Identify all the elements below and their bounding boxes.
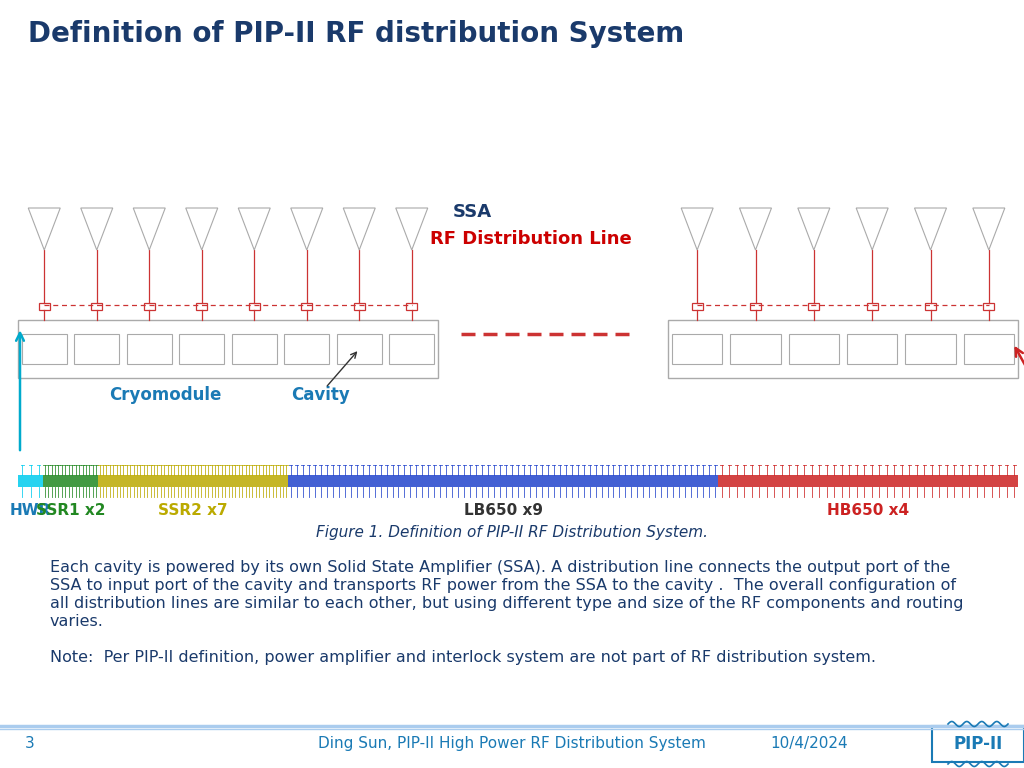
Bar xyxy=(74,334,120,364)
Bar xyxy=(808,303,819,310)
Bar xyxy=(672,334,722,364)
Bar xyxy=(932,726,1024,762)
Bar xyxy=(288,475,718,487)
Bar xyxy=(866,303,878,310)
Bar xyxy=(249,303,260,310)
Text: Cryomodule: Cryomodule xyxy=(109,386,221,404)
Text: Each cavity is powered by its own Solid State Amplifier (SSA). A distribution li: Each cavity is powered by its own Solid … xyxy=(50,560,950,575)
Bar xyxy=(231,334,276,364)
Bar xyxy=(285,334,330,364)
Bar xyxy=(18,475,43,487)
Text: Cavity: Cavity xyxy=(291,386,350,404)
Bar xyxy=(197,303,207,310)
Bar xyxy=(179,334,224,364)
Bar xyxy=(691,303,702,310)
Text: HB650 x4: HB650 x4 xyxy=(827,503,909,518)
Text: varies.: varies. xyxy=(50,614,103,629)
Bar xyxy=(668,320,1018,378)
Text: LB650 x9: LB650 x9 xyxy=(464,503,543,518)
Bar xyxy=(964,334,1014,364)
Bar xyxy=(353,303,365,310)
Bar xyxy=(750,303,761,310)
Bar xyxy=(18,320,438,378)
Text: Note:  Per PIP-II definition, power amplifier and interlock system are not part : Note: Per PIP-II definition, power ampli… xyxy=(50,650,876,665)
Bar xyxy=(905,334,955,364)
Text: Figure 1. Definition of PIP-II RF Distribution System.: Figure 1. Definition of PIP-II RF Distri… xyxy=(316,525,708,540)
Text: SSA: SSA xyxy=(453,203,493,221)
Bar xyxy=(407,303,417,310)
Text: PIP-II: PIP-II xyxy=(953,735,1002,753)
Bar xyxy=(22,334,67,364)
Bar xyxy=(91,303,102,310)
Text: SSA to input port of the cavity and transports RF power from the SSA to the cavi: SSA to input port of the cavity and tran… xyxy=(50,578,956,593)
Bar xyxy=(983,303,994,310)
Bar xyxy=(925,303,936,310)
Text: SSR2 x7: SSR2 x7 xyxy=(158,503,227,518)
Bar xyxy=(98,475,288,487)
Bar xyxy=(43,475,98,487)
Text: Definition of PIP-II RF distribution System: Definition of PIP-II RF distribution Sys… xyxy=(28,20,684,48)
Text: Ding Sun, PIP-II High Power RF Distribution System: Ding Sun, PIP-II High Power RF Distribut… xyxy=(318,736,706,751)
Bar xyxy=(143,303,155,310)
Text: RF Distribution Line: RF Distribution Line xyxy=(430,230,632,248)
Bar xyxy=(788,334,839,364)
Text: 10/4/2024: 10/4/2024 xyxy=(770,736,848,751)
Text: HWR: HWR xyxy=(10,503,51,518)
Text: 3: 3 xyxy=(25,736,35,751)
Bar xyxy=(718,475,1018,487)
Bar xyxy=(127,334,172,364)
Bar xyxy=(389,334,434,364)
Bar xyxy=(301,303,312,310)
Bar xyxy=(847,334,897,364)
Bar xyxy=(730,334,780,364)
Bar xyxy=(39,303,50,310)
Text: SSR1 x2: SSR1 x2 xyxy=(36,503,105,518)
Text: all distribution lines are similar to each other, but using different type and s: all distribution lines are similar to ea… xyxy=(50,596,964,611)
Bar xyxy=(337,334,382,364)
